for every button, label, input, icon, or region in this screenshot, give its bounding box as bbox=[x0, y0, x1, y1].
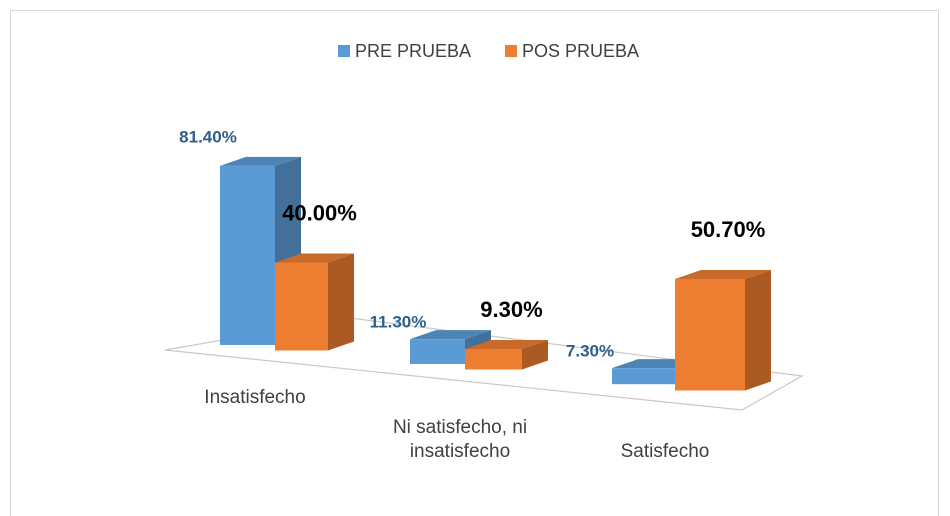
bar-side bbox=[522, 340, 548, 370]
data-label: 81.40% bbox=[179, 127, 237, 146]
legend-label: PRE PRUEBA bbox=[355, 41, 471, 61]
data-label: 50.70% bbox=[691, 217, 766, 242]
bar bbox=[612, 368, 675, 385]
bar bbox=[220, 165, 275, 345]
data-label: 11.30% bbox=[370, 313, 427, 332]
data-label: 9.30% bbox=[480, 297, 542, 322]
data-label: 7.30% bbox=[566, 342, 614, 361]
bar-top bbox=[465, 340, 548, 350]
x-tick-label: Ni satisfecho, ni insatisfecho bbox=[392, 417, 528, 462]
legend-label: POS PRUEBA bbox=[522, 41, 639, 61]
bar bbox=[675, 278, 745, 391]
x-tick-label: Insatisfecho bbox=[204, 387, 306, 408]
data-label: 40.00% bbox=[282, 200, 357, 225]
bar-top bbox=[220, 156, 301, 166]
bar-side bbox=[745, 269, 771, 391]
bar bbox=[465, 349, 522, 370]
chart-frame bbox=[10, 10, 939, 516]
bar-top bbox=[675, 269, 771, 279]
bar bbox=[275, 262, 328, 351]
x-tick-label: Satisfecho bbox=[620, 441, 710, 462]
bar-top bbox=[410, 330, 491, 340]
legend-swatch bbox=[505, 45, 517, 57]
bar-top bbox=[275, 253, 354, 263]
legend-swatch bbox=[338, 45, 350, 57]
bar-side bbox=[328, 253, 354, 351]
bar bbox=[410, 339, 465, 364]
